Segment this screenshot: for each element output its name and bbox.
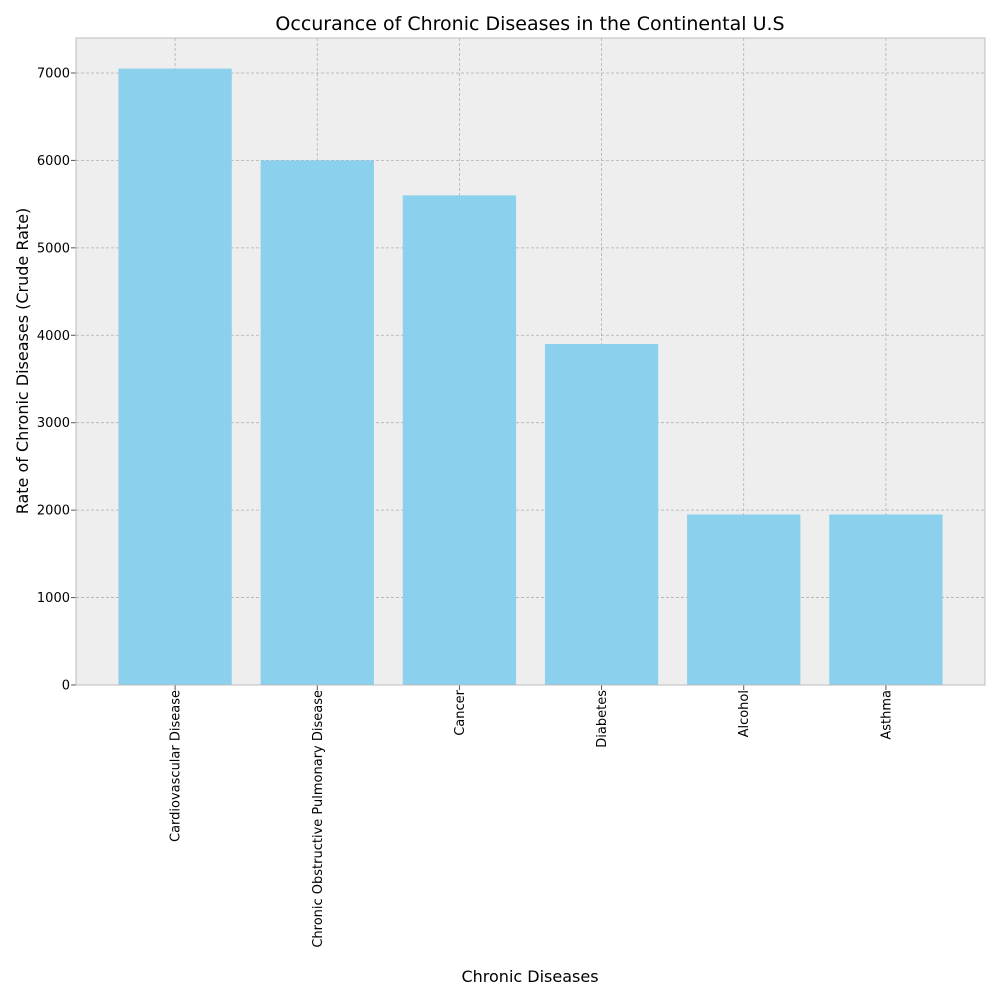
bar: [260, 160, 374, 686]
bar: [118, 68, 232, 686]
x-tick-label: Chronic Obstructive Pulmonary Disease: [311, 690, 326, 948]
y-axis-label: Rate of Chronic Diseases (Crude Rate): [13, 208, 32, 515]
y-axis-ticks: 0 1000 2000 3000 4000 5000 6000 7000: [37, 66, 76, 694]
bar: [402, 195, 517, 686]
y-tick-label: 1000: [37, 591, 70, 606]
bar: [687, 514, 801, 685]
y-tick-label: 4000: [37, 329, 70, 344]
x-tick-label: Cancer: [453, 689, 468, 735]
y-tick-label: 2000: [37, 504, 70, 519]
bars: [118, 68, 943, 686]
bar: [544, 344, 659, 685]
x-tick-label: Asthma: [879, 690, 894, 740]
y-tick-label: 3000: [37, 416, 70, 431]
x-tick-label: Diabetes: [595, 690, 610, 748]
y-tick-label: 5000: [37, 241, 70, 256]
y-tick-label: 6000: [37, 154, 70, 169]
x-tick-label: Cardiovascular Disease: [169, 690, 184, 842]
x-axis-label: Chronic Diseases: [461, 967, 598, 986]
y-tick-label: 7000: [37, 66, 70, 81]
y-tick-label: 0: [62, 679, 70, 694]
x-axis-ticks: Cardiovascular Disease Chronic Obstructiv…: [169, 685, 894, 948]
x-tick-label: Alcohol: [737, 690, 752, 737]
bar: [829, 514, 943, 685]
chart-title: Occurance of Chronic Diseases in the Con…: [275, 13, 784, 35]
plot-frame: [75, 37, 986, 686]
